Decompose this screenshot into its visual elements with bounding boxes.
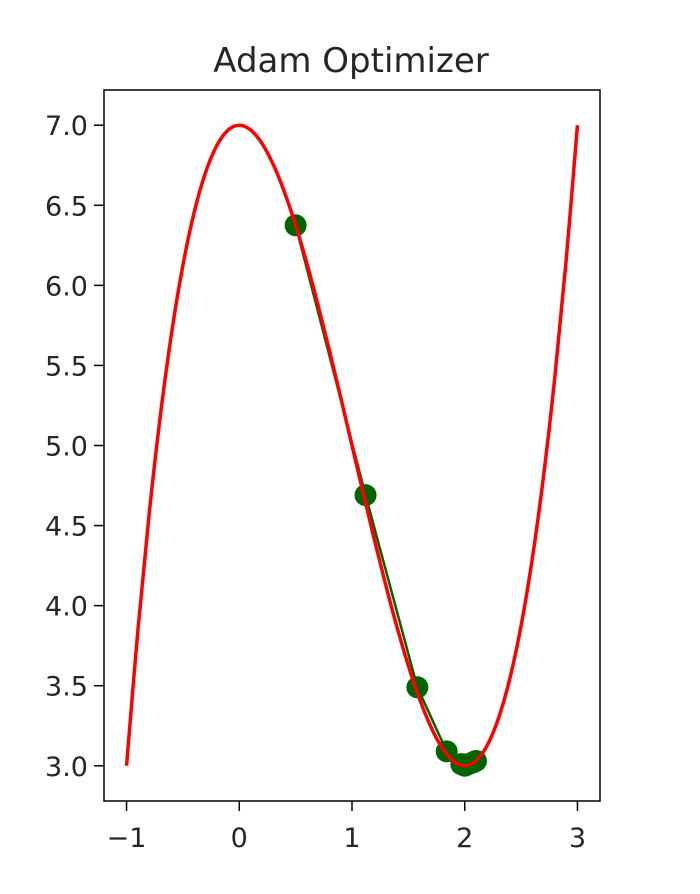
x-tick-label: 0 — [231, 823, 248, 854]
y-tick-label: 4.5 — [45, 512, 88, 543]
y-tick-label: 6.0 — [45, 271, 88, 302]
y-tick-label: 3.0 — [45, 752, 88, 783]
y-tick-label: 3.5 — [45, 672, 88, 703]
optimizer-path-line — [294, 224, 477, 768]
x-tick-label: 1 — [343, 823, 360, 854]
function-curve — [124, 123, 580, 768]
y-tick-label: 4.0 — [45, 592, 88, 623]
y-tick-label: 6.5 — [45, 191, 88, 222]
x-tick-label: 2 — [456, 823, 473, 854]
y-tick-label: 5.5 — [45, 351, 88, 382]
y-tick-label: 5.0 — [45, 432, 88, 463]
x-tick-label: −1 — [107, 823, 147, 854]
axes: −1 0 1 2 3 3.0 3.5 4.0 4.5 5.0 5.5 6.0 6.5 7.0 — [45, 89, 601, 854]
optimizer-step-point — [354, 484, 377, 507]
y-tick-label: 7.0 — [45, 111, 88, 142]
plot-area — [124, 123, 580, 777]
chart-title: Adam Optimizer — [213, 41, 488, 81]
x-tick-label: 3 — [569, 823, 586, 854]
